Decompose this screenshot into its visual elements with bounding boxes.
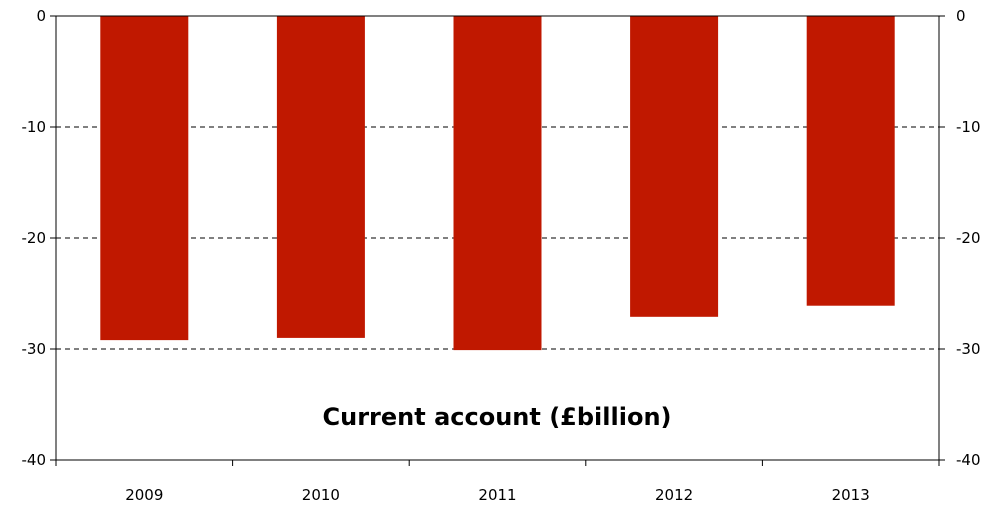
chart-title: Current account (£billion) [323, 403, 672, 431]
bars [100, 16, 895, 351]
x-tick-label: 2009 [125, 486, 163, 504]
y-tick-label-right: 0 [956, 7, 966, 25]
x-tick-label: 2012 [655, 486, 693, 504]
y-tick-label-right: -20 [956, 229, 981, 247]
y-tick-label-left: -10 [22, 118, 47, 136]
y-tick-label-right: -30 [956, 340, 981, 358]
x-tick-label: 2011 [478, 486, 516, 504]
y-tick-label-right: -40 [956, 451, 981, 469]
bar [806, 16, 895, 306]
bar [453, 16, 542, 351]
bar [276, 16, 365, 338]
labels: 0 0 -10 -10 -20 -20 -30 -30 -40 -40 2009 2010 2011 20… [22, 7, 981, 504]
y-tick-label-left: -20 [22, 229, 47, 247]
axes [50, 15, 945, 466]
y-tick-label-left: -30 [22, 340, 47, 358]
y-tick-label-left: 0 [36, 7, 46, 25]
y-tick-label-right: -10 [956, 118, 981, 136]
bar [100, 16, 189, 341]
bar [630, 16, 719, 317]
x-tick-label: 2013 [832, 486, 870, 504]
y-tick-label-left: -40 [22, 451, 47, 469]
x-tick-label: 2010 [302, 486, 340, 504]
